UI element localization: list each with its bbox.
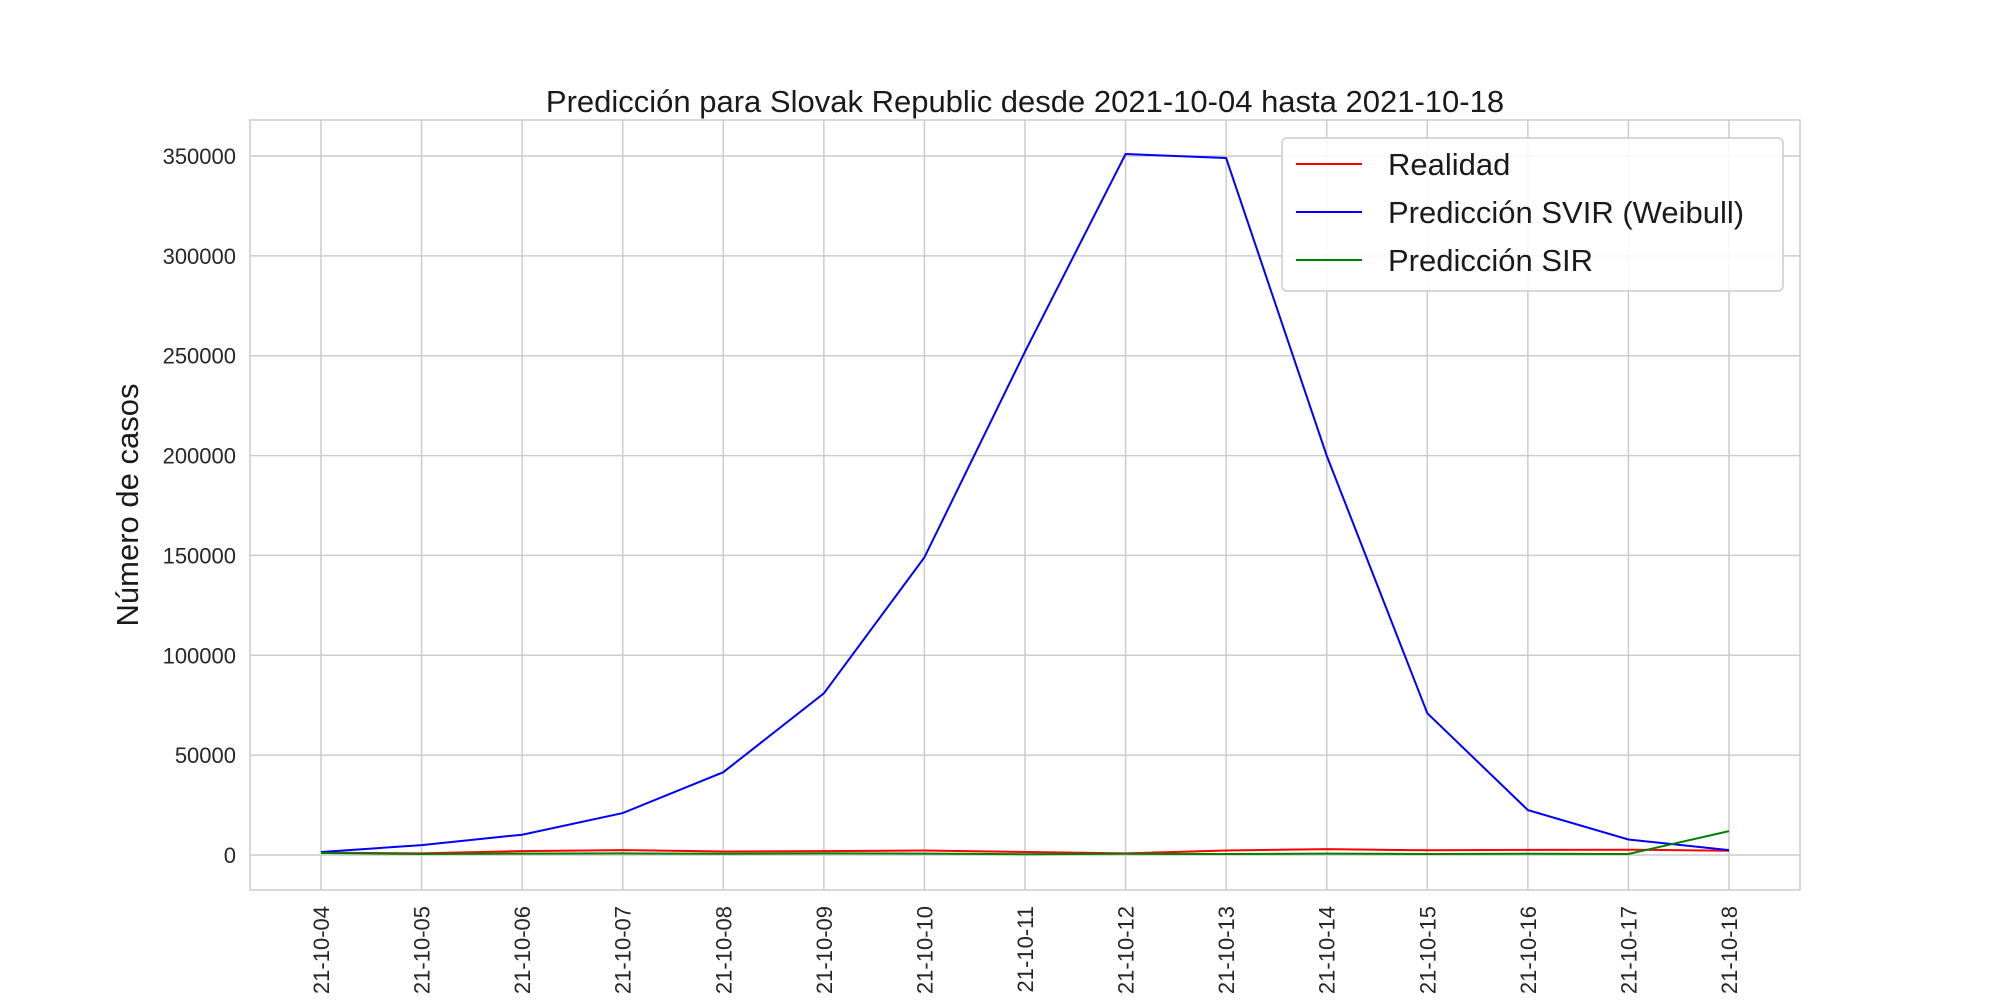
series-line-2: [320, 830, 1730, 856]
legend: Realidad Predicción SVIR (Weibull) Predicc…: [1281, 137, 1784, 292]
x-tick-label: 21-10-17: [1616, 906, 1641, 994]
x-tick-label: 21-10-18: [1717, 906, 1742, 994]
x-tick-label: 21-10-06: [510, 906, 535, 994]
x-tick-label: 21-10-04: [309, 906, 334, 994]
legend-label: Realidad: [1388, 147, 1510, 182]
x-tick-label: 21-10-15: [1415, 906, 1440, 994]
grid: [250, 120, 1800, 890]
legend-label: Predicción SVIR (Weibull): [1388, 195, 1744, 230]
y-tick-label: 150000: [163, 543, 236, 568]
x-tick-label: 21-10-10: [912, 906, 937, 994]
legend-box: [1281, 137, 1784, 292]
x-tick-label: 21-10-11: [1013, 906, 1038, 992]
y-tick-label: 100000: [163, 643, 236, 668]
y-tick-label: 300000: [163, 244, 236, 269]
y-axis: 0 50000 100000 150000 200000 250000 300000 3500…: [163, 144, 236, 868]
series-line-1: [320, 152, 1730, 853]
x-tick-label: 21-10-05: [410, 906, 435, 994]
y-tick-label: 250000: [163, 344, 236, 369]
y-tick-label: 50000: [175, 743, 236, 768]
x-tick-label: 21-10-13: [1214, 906, 1239, 994]
x-axis: 21-10-04 21-10-05 21-10-06 21-10-07 21-10-08…: [309, 906, 1742, 994]
series-line-0: [320, 848, 1730, 855]
x-tick-label: 21-10-16: [1516, 906, 1541, 994]
y-axis-label: Número de casos: [110, 384, 145, 627]
y-tick-label: 0: [224, 843, 236, 868]
x-tick-label: 21-10-12: [1114, 906, 1139, 994]
y-tick-label: 200000: [163, 444, 236, 469]
x-tick-label: 21-10-08: [711, 906, 736, 994]
chart-title: Predicción para Slovak Republic desde 20…: [546, 84, 1504, 119]
plot-area: [249, 119, 1801, 891]
y-tick-label: 350000: [163, 144, 236, 169]
x-tick-label: 21-10-07: [611, 906, 636, 994]
x-tick-label: 21-10-14: [1315, 906, 1340, 994]
x-tick-label: 21-10-09: [812, 906, 837, 994]
series: [320, 152, 1730, 856]
legend-label: Predicción SIR: [1388, 243, 1593, 278]
